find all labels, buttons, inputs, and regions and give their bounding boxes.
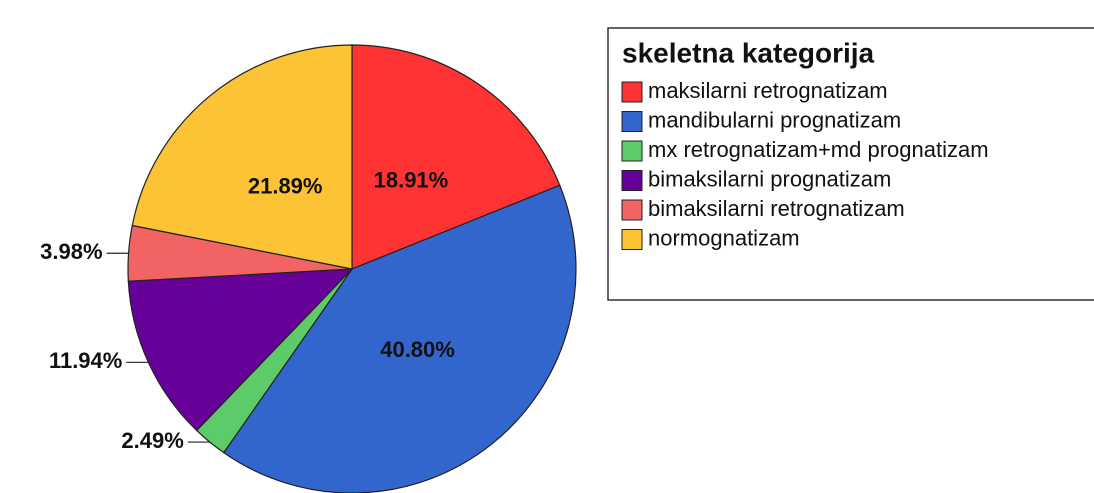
legend-label: normognatizam [648, 225, 800, 250]
legend-swatch [621, 170, 643, 191]
legend-label: bimaksilarni retrognatizam [648, 196, 905, 221]
legend-box [607, 27, 1094, 301]
legend-swatch [621, 229, 643, 250]
data-label: 11.94% [49, 348, 122, 373]
legend-swatch [621, 199, 643, 221]
data-label: 21.89% [248, 173, 323, 198]
legend-swatch [621, 81, 643, 103]
pie-slice [222, 184, 577, 493]
legend-label: maksilarni retrognatizam [648, 78, 888, 103]
pie-slice [351, 44, 561, 270]
pie-slice [127, 268, 354, 432]
pie-slice [131, 44, 353, 270]
legend-label: mandibularni prognatizam [648, 107, 901, 132]
legend-label: mx retrognatizam+md prognatizam [648, 137, 989, 162]
legend-swatch [621, 140, 643, 162]
legend-swatch [621, 111, 643, 132]
data-label: 3.98% [40, 239, 102, 264]
legend-title: skeletna kategorija [622, 37, 875, 68]
legend-label: bimaksilarni prognatizam [648, 166, 891, 191]
data-label: 40.80% [380, 337, 455, 362]
data-label: 18.91% [374, 168, 449, 193]
data-label: 2.49% [121, 428, 183, 453]
